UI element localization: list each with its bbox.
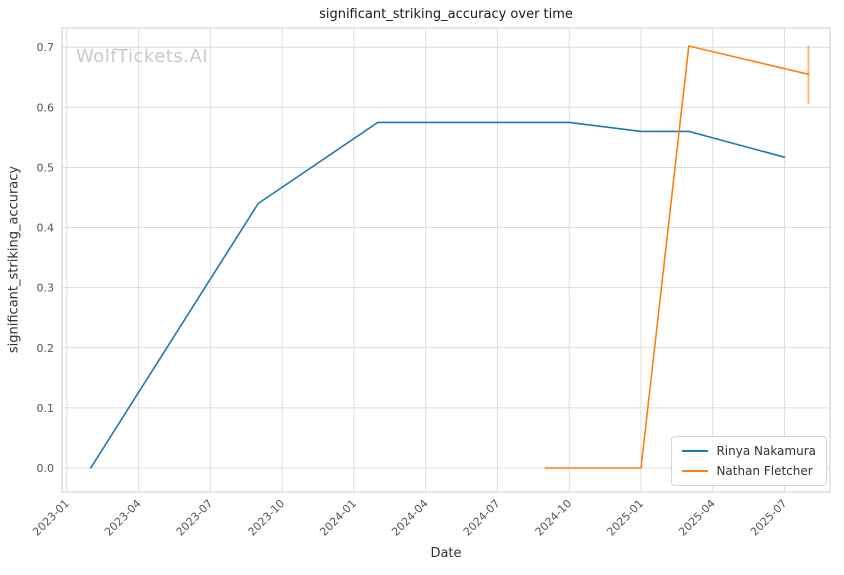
x-tick-label: 2025-04 [676,497,718,539]
series-line-0 [89,121,786,469]
x-tick-label: 2023-10 [246,497,288,539]
y-tick-label: 0.5 [37,161,55,174]
y-tick-label: 0.7 [37,41,55,54]
x-tick-label: 2025-01 [604,497,646,539]
x-tick-label: 2024-10 [533,497,575,539]
x-tick-label: 2023-01 [30,497,72,539]
x-tick-label: 2023-07 [174,497,216,539]
y-tick-label: 0.4 [37,222,55,235]
legend-label: Rinya Nakamura [716,444,816,458]
plot-frame [61,27,831,493]
series-line-1 [544,45,810,469]
y-tick-label: 0.1 [37,402,55,415]
y-tick-label: 0.0 [37,462,55,475]
legend: Rinya Nakamura Nathan Fletcher [671,436,827,486]
legend-line-swatch-orange [682,470,709,472]
x-tick-label: 2025-07 [748,497,790,539]
y-tick-label: 0.3 [37,282,55,295]
y-tick-label: 0.6 [37,101,55,114]
x-tick-label: 2023-04 [102,497,144,539]
legend-label: Nathan Fletcher [716,464,813,478]
y-tick-label: 0.2 [37,342,55,355]
legend-line-swatch-blue [682,450,709,452]
y-axis-label: significant_striking_accuracy [6,165,22,354]
x-tick-label: 2024-01 [317,497,359,539]
x-axis-label: Date [430,546,462,561]
legend-item-rinya-nakamura: Rinya Nakamura [682,444,816,458]
watermark: WolfTickets.AI [76,46,209,67]
chart-title: significant_striking_accuracy over time [319,7,573,22]
legend-item-nathan-fletcher: Nathan Fletcher [682,464,816,478]
x-tick-label: 2024-07 [461,497,503,539]
x-tick-label: 2024-04 [389,497,431,539]
